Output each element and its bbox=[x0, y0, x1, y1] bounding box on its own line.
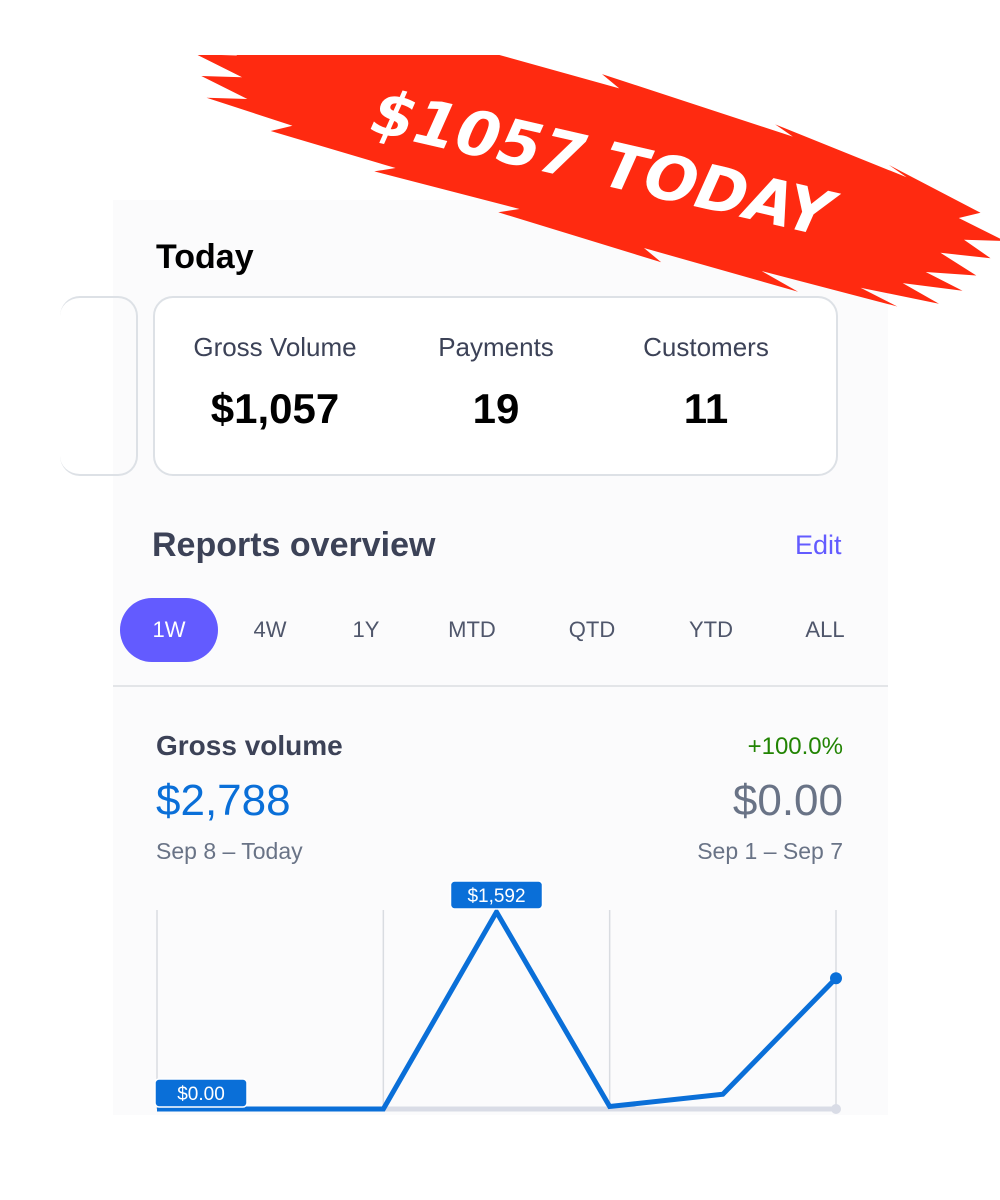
stat-label: Gross Volume bbox=[193, 332, 357, 362]
tab-mtd[interactable]: MTD bbox=[448, 617, 496, 642]
stat-customers: Customers 11 bbox=[596, 332, 816, 433]
gross-volume-value: $2,788 bbox=[156, 776, 291, 825]
stat-label: Customers bbox=[643, 332, 769, 362]
previous-range: Sep 1 – Sep 7 bbox=[697, 838, 843, 864]
reports-title: Reports overview bbox=[152, 526, 436, 564]
tab-ytd[interactable]: YTD bbox=[689, 617, 733, 642]
divider bbox=[113, 685, 888, 687]
baseline-end-dot bbox=[831, 1104, 841, 1114]
data-label-box bbox=[154, 1078, 248, 1108]
gross-volume-range: Sep 8 – Today bbox=[156, 838, 303, 864]
stat-value: 19 bbox=[472, 385, 520, 432]
gross-volume-label: Gross volume bbox=[156, 730, 343, 761]
stat-payments: Payments 19 bbox=[386, 332, 606, 433]
tab-1w[interactable]: 1W bbox=[120, 598, 218, 662]
tab-4w[interactable]: 4W bbox=[253, 617, 287, 642]
data-label: $1,592 bbox=[467, 886, 525, 907]
tab-all[interactable]: ALL bbox=[805, 617, 845, 642]
brush-shape bbox=[196, 55, 1000, 307]
stat-value: $1,057 bbox=[210, 385, 340, 432]
today-stats-card[interactable]: Gross Volume $1,057 Payments 19 Customer… bbox=[153, 296, 838, 476]
data-label-box bbox=[449, 880, 544, 910]
previous-card[interactable] bbox=[60, 296, 138, 476]
stat-gross-volume: Gross Volume $1,057 bbox=[165, 332, 385, 433]
tab-1y[interactable]: 1Y bbox=[352, 617, 380, 642]
previous-value: $0.00 bbox=[732, 776, 843, 825]
change-percent: +100.0% bbox=[747, 733, 843, 760]
banner-brush-stroke: $1057 TODAY bbox=[196, 55, 1000, 307]
data-label: $0.00 bbox=[177, 1084, 225, 1105]
tab-qtd[interactable]: QTD bbox=[568, 617, 616, 642]
data-point bbox=[830, 972, 842, 985]
series-line bbox=[157, 907, 838, 1112]
stat-value: 11 bbox=[683, 385, 729, 432]
today-title: Today bbox=[156, 238, 254, 276]
edit-button[interactable]: Edit bbox=[795, 530, 842, 560]
stat-label: Payments bbox=[438, 332, 554, 362]
